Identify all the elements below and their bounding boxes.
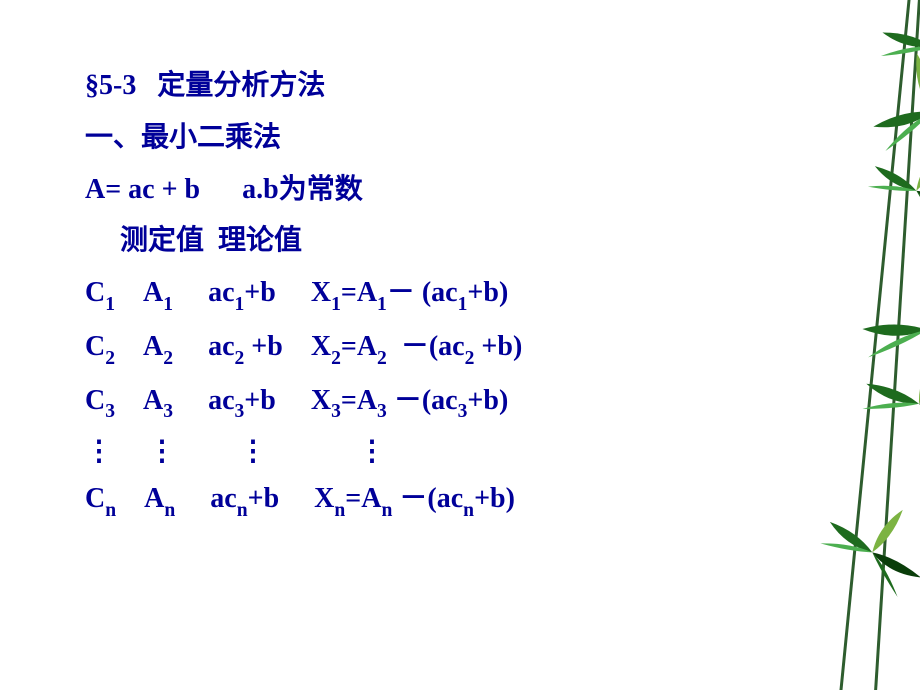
minus3: － [394, 385, 422, 416]
c3-sub: 3 [105, 401, 115, 422]
c2-sub: 2 [105, 348, 115, 369]
vdots-4: ⋮ [358, 445, 386, 459]
x1: X [311, 277, 331, 308]
ac3-pre: ac [208, 385, 234, 416]
slide-content: §5-3 定量分析方法 一、最小二乘法 A= ac + b a.b为常数 测定值… [85, 60, 522, 527]
ac1-pre: ac [208, 277, 234, 308]
header-measured: 测定值 [120, 225, 204, 256]
acn-post: +b [248, 483, 280, 514]
ac1-sub: 1 [235, 294, 245, 315]
x3-sub: 3 [331, 401, 341, 422]
minus1: － [387, 277, 415, 308]
bamboo-decoration [740, 0, 920, 690]
pn-post: +b) [474, 483, 515, 514]
eq2-sub: 2 [377, 348, 387, 369]
xn-sub: n [334, 500, 345, 521]
section-number: §5-3 [85, 70, 136, 101]
p1-post: +b) [467, 277, 508, 308]
minusn: － [399, 483, 427, 514]
c3: C [85, 385, 105, 416]
acn-pre: ac [210, 483, 236, 514]
header-theory: 理论值 [218, 225, 302, 256]
p3-sub: 3 [458, 401, 468, 422]
headers-line: 测定值 理论值 [85, 215, 522, 267]
vdots-2: ⋮ [148, 445, 176, 459]
eq1: =A [341, 277, 377, 308]
eq3-sub: 3 [377, 401, 387, 422]
ac2-pre: ac [208, 331, 234, 362]
section-name: 定量分析方法 [157, 70, 325, 101]
a3-sub: 3 [163, 401, 173, 422]
p1-sub: 1 [458, 294, 468, 315]
p2-pre: (ac [429, 331, 465, 362]
formula-lhs: A= ac + b [85, 174, 200, 205]
vdots-line: ⋮ ⋮ ⋮ ⋮ [85, 429, 522, 474]
an: A [144, 483, 164, 514]
formula-note: a.b为常数 [242, 174, 363, 205]
a2-sub: 2 [163, 348, 173, 369]
a1-sub: 1 [163, 294, 173, 315]
cn-sub: n [105, 500, 116, 521]
row-2: C2 A2 ac2 +b X2=A2 －(ac2 +b) [85, 321, 522, 375]
p3-pre: (ac [422, 385, 458, 416]
x1-sub: 1 [331, 294, 341, 315]
cn: C [85, 483, 105, 514]
c1-sub: 1 [105, 294, 115, 315]
formula-line: A= ac + b a.b为常数 [85, 164, 522, 216]
xn: X [314, 483, 334, 514]
x3: X [311, 385, 331, 416]
eqn-sub: n [381, 500, 392, 521]
subtitle-line: 一、最小二乘法 [85, 112, 522, 164]
eq1-sub: 1 [377, 294, 387, 315]
ac2-post: +b [244, 331, 283, 362]
eq2: =A [341, 331, 377, 362]
a2: A [143, 331, 163, 362]
row-n: Cn An acn+b Xn=An －(acn+b) [85, 473, 522, 527]
p1-pre: (ac [422, 277, 458, 308]
pn-sub: n [463, 500, 474, 521]
p3-post: +b) [467, 385, 508, 416]
x2-sub: 2 [331, 348, 341, 369]
ac1-post: +b [244, 277, 276, 308]
vdots-1: ⋮ [85, 445, 113, 459]
minus2: － [401, 331, 429, 362]
c1: C [85, 277, 105, 308]
a3: A [143, 385, 163, 416]
row-1: C1 A1 ac1+b X1=A1－ (ac1+b) [85, 267, 522, 321]
vdots-3: ⋮ [239, 445, 267, 459]
eq3: =A [341, 385, 377, 416]
pn-pre: (ac [427, 483, 463, 514]
ac3-post: +b [244, 385, 276, 416]
ac3-sub: 3 [235, 401, 245, 422]
acn-sub: n [237, 500, 248, 521]
p2-sub: 2 [465, 348, 475, 369]
an-sub: n [164, 500, 175, 521]
ac2-sub: 2 [235, 348, 245, 369]
row-3: C3 A3 ac3+b X3=A3 －(ac3+b) [85, 375, 522, 429]
x2: X [311, 331, 331, 362]
title-line: §5-3 定量分析方法 [85, 60, 522, 112]
c2: C [85, 331, 105, 362]
p2-post: +b) [474, 331, 522, 362]
eqn: =A [345, 483, 381, 514]
a1: A [143, 277, 163, 308]
